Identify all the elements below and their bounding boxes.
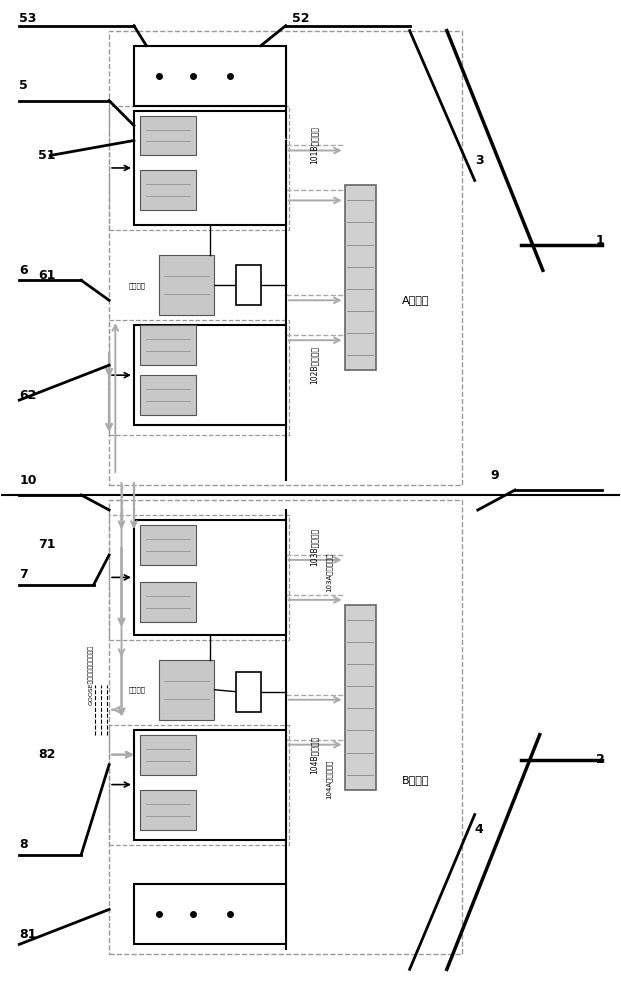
Text: 102B开关保护: 102B开关保护 <box>309 346 318 384</box>
Text: 104B开关保护: 104B开关保护 <box>309 736 318 774</box>
Bar <box>159 660 214 720</box>
Bar <box>134 884 286 944</box>
Text: 104A光纤屏蔽器: 104A光纤屏蔽器 <box>326 760 332 799</box>
Bar <box>109 515 289 640</box>
Bar <box>109 31 462 485</box>
Text: 51: 51 <box>38 149 55 162</box>
Bar <box>140 790 196 830</box>
Text: 103A光纤屏蔽器: 103A光纤屏蔽器 <box>326 552 332 592</box>
Bar <box>236 672 261 712</box>
Text: B变电站: B变电站 <box>402 775 430 785</box>
Text: 71: 71 <box>38 538 55 551</box>
Text: 101B开关保护: 101B开关保护 <box>309 126 318 164</box>
Bar <box>140 116 196 155</box>
Text: 81: 81 <box>19 928 37 941</box>
Bar <box>159 255 214 315</box>
Text: 52: 52 <box>292 12 309 25</box>
Bar <box>140 525 196 565</box>
Bar <box>140 735 196 775</box>
Text: 7: 7 <box>19 568 28 581</box>
Bar <box>109 500 462 954</box>
Text: 4: 4 <box>474 823 483 836</box>
Bar <box>345 185 376 370</box>
Text: A变电站: A变电站 <box>402 295 430 305</box>
Bar <box>134 325 286 425</box>
Text: 82: 82 <box>38 748 55 761</box>
Text: 3: 3 <box>474 154 483 167</box>
Text: 10: 10 <box>19 474 37 487</box>
Text: 53: 53 <box>19 12 37 25</box>
Text: 合并单元: 合并单元 <box>129 686 145 693</box>
Bar <box>140 325 196 365</box>
Bar <box>109 320 289 435</box>
Text: 1: 1 <box>596 234 604 247</box>
Text: GOOSE信号分差光纤传输线路: GOOSE信号分差光纤传输线路 <box>88 645 93 705</box>
Bar <box>109 106 289 230</box>
Text: 103B开关保护: 103B开关保护 <box>309 528 318 566</box>
Text: 9: 9 <box>490 469 499 482</box>
Text: 8: 8 <box>19 838 28 851</box>
Bar <box>236 265 261 305</box>
Bar <box>134 46 286 106</box>
Text: 6: 6 <box>19 264 28 277</box>
Text: 合并单元: 合并单元 <box>129 282 145 289</box>
Bar <box>140 375 196 415</box>
Text: 5: 5 <box>19 79 28 92</box>
Bar <box>134 520 286 635</box>
Bar <box>140 582 196 622</box>
Bar <box>140 170 196 210</box>
Bar <box>109 725 289 845</box>
Text: 2: 2 <box>596 753 604 766</box>
Bar <box>134 730 286 840</box>
Text: 61: 61 <box>38 269 55 282</box>
Bar <box>134 111 286 225</box>
Bar <box>345 605 376 790</box>
Text: 62: 62 <box>19 389 37 402</box>
